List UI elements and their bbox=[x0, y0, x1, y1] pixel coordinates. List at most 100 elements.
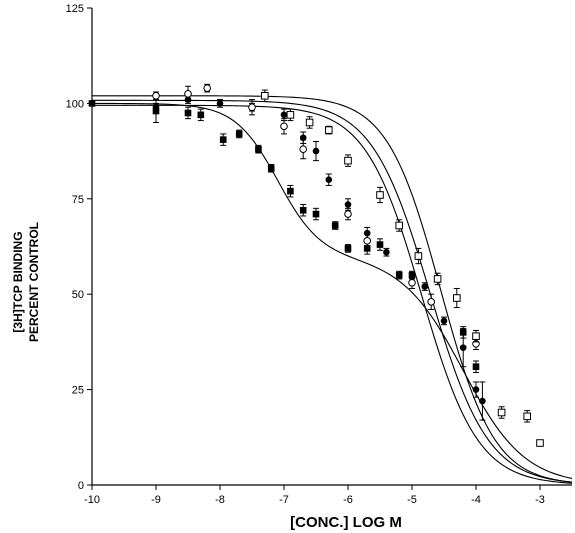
marker-open-square bbox=[305, 118, 314, 127]
marker-filled-square bbox=[395, 271, 403, 279]
data-point-open-square bbox=[433, 272, 442, 286]
data-point-filled-circle bbox=[472, 381, 480, 398]
marker-open-circle bbox=[427, 298, 436, 306]
data-point-open-square bbox=[523, 410, 532, 423]
y-tick-label: 50 bbox=[72, 289, 84, 301]
data-point-filled-square bbox=[287, 184, 294, 198]
marker-open-circle bbox=[152, 91, 160, 100]
marker-open-circle bbox=[280, 122, 288, 131]
marker-open-circle bbox=[203, 84, 211, 92]
marker-open-square bbox=[414, 252, 423, 260]
data-point-open-square bbox=[453, 287, 461, 309]
fit-curves bbox=[92, 95, 573, 484]
marker-filled-square bbox=[235, 130, 243, 138]
y-axis-title-line-2: PERCENT CONTROL bbox=[27, 222, 41, 342]
marker-filled-circle bbox=[344, 201, 352, 208]
marker-filled-circle bbox=[325, 176, 333, 184]
data-point-open-circle bbox=[344, 207, 352, 221]
data-point-filled-circle bbox=[440, 316, 448, 326]
marker-open-square bbox=[376, 191, 384, 199]
fit-curve-filled-circle bbox=[92, 104, 573, 484]
marker-filled-circle bbox=[459, 344, 467, 351]
data-point-open-circle bbox=[203, 83, 211, 93]
x-tick-label: -4 bbox=[471, 494, 481, 506]
marker-filled-circle bbox=[472, 386, 480, 393]
data-point-filled-square bbox=[255, 144, 262, 154]
marker-filled-square bbox=[299, 206, 307, 214]
marker-filled-square bbox=[255, 145, 262, 153]
marker-open-square bbox=[344, 156, 352, 165]
data-point-open-square bbox=[472, 329, 480, 343]
data-point-filled-square bbox=[395, 270, 403, 280]
data-point-filled-square bbox=[184, 106, 192, 120]
marker-filled-circle bbox=[216, 100, 224, 107]
data-point-filled-circle bbox=[383, 247, 390, 257]
marker-open-square bbox=[497, 408, 506, 417]
data-point-open-circle bbox=[280, 118, 288, 135]
data-point-open-square bbox=[376, 186, 384, 204]
data-point-open-square bbox=[261, 89, 269, 102]
marker-filled-square bbox=[408, 271, 416, 279]
y-tick-label: 100 bbox=[66, 98, 84, 110]
marker-open-circle bbox=[408, 278, 416, 287]
marker-open-circle bbox=[363, 236, 372, 245]
x-axis-title: [CONC.] LOG M bbox=[290, 514, 402, 531]
fit-curve-open-square bbox=[92, 95, 573, 483]
data-point-open-circle bbox=[152, 91, 160, 101]
y-tick-label: 25 bbox=[72, 385, 84, 397]
marker-filled-square bbox=[219, 136, 227, 143]
data-point-open-square bbox=[305, 116, 314, 129]
data-point-filled-square bbox=[219, 133, 227, 146]
marker-filled-circle bbox=[479, 397, 486, 405]
marker-filled-square bbox=[287, 187, 294, 195]
data-point-filled-circle bbox=[421, 282, 429, 291]
y-tick-label: 0 bbox=[78, 480, 84, 492]
x-tick-label: -9 bbox=[151, 494, 161, 506]
marker-open-circle bbox=[344, 210, 352, 218]
data-point-filled-circle bbox=[312, 141, 320, 162]
marker-open-square bbox=[286, 111, 295, 119]
marker-open-square bbox=[433, 275, 442, 283]
fit-curve-open-circle bbox=[92, 99, 573, 483]
fit-curve-filled-square bbox=[92, 102, 573, 479]
marker-filled-circle bbox=[312, 147, 320, 155]
y-axis-title-line-1: [3H]TCP BINDING bbox=[11, 231, 25, 332]
x-tick-label: -3 bbox=[535, 494, 545, 506]
data-point-open-square bbox=[536, 439, 544, 447]
data-point-open-square bbox=[286, 108, 295, 122]
marker-filled-circle bbox=[152, 103, 160, 111]
marker-filled-square bbox=[331, 222, 339, 229]
marker-open-square bbox=[261, 91, 269, 100]
data-point-filled-square bbox=[88, 100, 96, 107]
marker-filled-circle bbox=[440, 317, 448, 325]
data-point-filled-square bbox=[267, 163, 275, 173]
data-point-filled-square bbox=[197, 108, 205, 122]
marker-filled-square bbox=[184, 109, 192, 117]
data-point-filled-circle bbox=[152, 102, 160, 112]
data-point-filled-square bbox=[344, 244, 352, 253]
data-point-filled-circle bbox=[325, 173, 333, 186]
x-tick-label: -8 bbox=[215, 494, 225, 506]
data-point-open-square bbox=[414, 247, 423, 265]
data-point-open-square bbox=[497, 406, 506, 419]
marker-filled-square bbox=[88, 100, 96, 107]
axes: -10 -9 -8 -7 -6 -5 -4 -3 0 25 50 75 100 125 bbox=[66, 3, 572, 506]
marker-filled-circle bbox=[280, 111, 288, 119]
data-point-open-circle bbox=[427, 293, 436, 310]
data-point-filled-square bbox=[312, 207, 320, 221]
marker-open-square bbox=[453, 294, 461, 302]
y-tick-label: 125 bbox=[66, 3, 84, 15]
data-point-filled-square bbox=[299, 204, 307, 217]
data-point-open-square bbox=[344, 154, 352, 167]
marker-open-square bbox=[536, 439, 544, 447]
data-point-open-square bbox=[325, 125, 333, 135]
marker-filled-square bbox=[312, 210, 320, 218]
data-point-filled-square bbox=[376, 238, 384, 251]
marker-open-circle bbox=[184, 90, 192, 98]
marker-filled-circle bbox=[421, 283, 429, 290]
data-points bbox=[88, 83, 544, 447]
data-point-open-circle bbox=[299, 139, 308, 160]
marker-open-circle bbox=[299, 145, 308, 153]
data-point-open-circle bbox=[363, 232, 372, 249]
